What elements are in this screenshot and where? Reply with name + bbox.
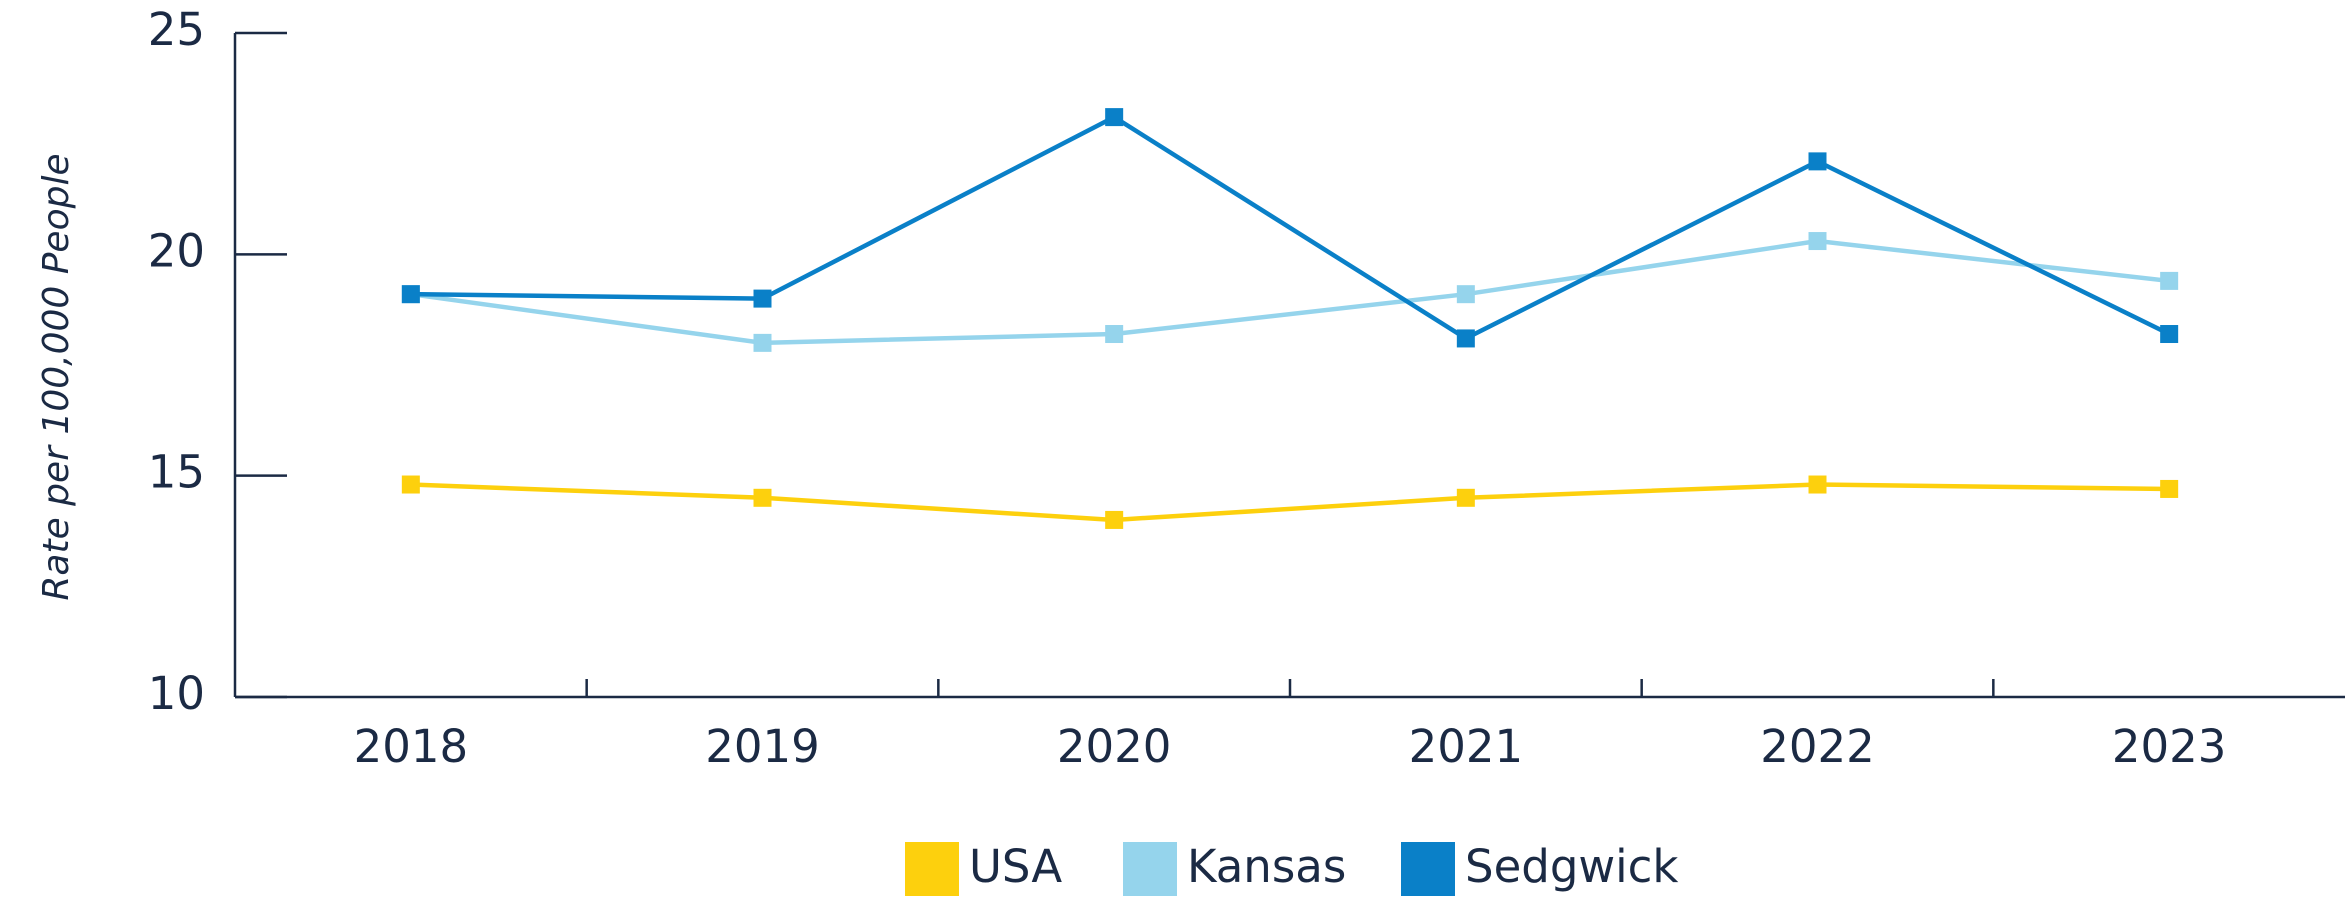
y-tick-label: 10: [148, 667, 205, 720]
point-marker: [753, 488, 772, 507]
point-marker: [1105, 325, 1124, 344]
x-tick-label: 2020: [1057, 720, 1172, 773]
point-marker: [2160, 325, 2179, 344]
x-tick-label: 2018: [354, 720, 469, 773]
point-marker: [1456, 285, 1475, 304]
legend-label: USA: [969, 840, 1062, 893]
point-marker: [1105, 510, 1124, 529]
x-tick-label: 2019: [705, 720, 820, 773]
legend-swatch: [1123, 842, 1177, 896]
x-tick-label: 2021: [1409, 720, 1524, 773]
point-marker: [753, 333, 772, 352]
legend-label: Kansas: [1187, 840, 1346, 893]
x-tick-label: 2023: [2112, 720, 2227, 773]
legend-swatch: [905, 842, 959, 896]
legend-label: Sedgwick: [1465, 840, 1679, 893]
y-axis-label: Rate per 100,000 People: [36, 153, 77, 600]
y-tick-label: 25: [148, 3, 205, 56]
point-marker: [1808, 475, 1827, 494]
point-marker: [401, 285, 420, 304]
legend-swatch: [1401, 842, 1455, 896]
point-marker: [2160, 479, 2179, 498]
y-tick-label: 15: [148, 446, 205, 499]
y-tick-label: 20: [148, 224, 205, 277]
point-marker: [1808, 232, 1827, 251]
x-tick-label: 2022: [1760, 720, 1875, 773]
point-marker: [1105, 108, 1124, 127]
point-marker: [1456, 329, 1475, 348]
point-marker: [1456, 488, 1475, 507]
series-line: [410, 482, 2170, 523]
point-marker: [401, 475, 420, 494]
series-line: [410, 238, 2170, 346]
point-marker: [753, 289, 772, 308]
series-line: [410, 114, 2171, 342]
point-marker: [2160, 271, 2179, 290]
point-marker: [1808, 152, 1827, 171]
